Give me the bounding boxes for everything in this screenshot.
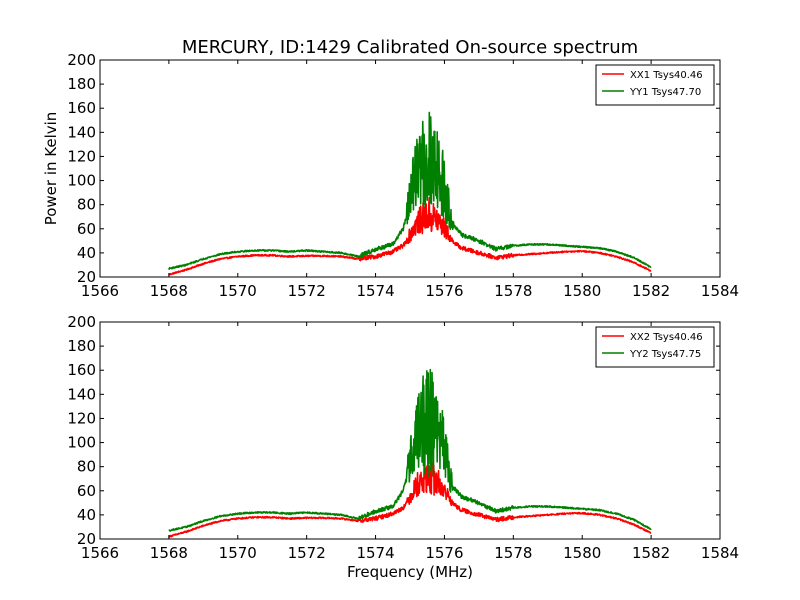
x-tick-label: 1572 [288, 544, 326, 562]
bottom-spectrum-panel: 1566 1568 1570 1572 1574 1576 1578 1580 1582 1584… [67, 313, 739, 581]
x-tick-label: 1570 [219, 544, 257, 562]
x-tick-label: 1578 [494, 282, 532, 300]
x-tick-label: 1566 [81, 282, 119, 300]
plot-area [168, 111, 652, 276]
y-tick-label: 20 [77, 268, 96, 286]
legend-entry: YY1 Tsys47.70 [629, 87, 701, 98]
y-tick-label: 140 [67, 385, 96, 403]
x-tick-label: 1582 [632, 544, 670, 562]
legend-box [595, 64, 715, 106]
y-tick-label: 100 [67, 434, 96, 452]
y-tick-label: 80 [77, 196, 96, 214]
y-tick-label: 160 [67, 99, 96, 117]
legend: XX1 Tsys40.46 YY1 Tsys47.70 [595, 64, 715, 106]
chart-title: MERCURY, ID:1429 Calibrated On-source sp… [182, 37, 638, 58]
x-axis-label: Frequency (MHz) [347, 563, 473, 581]
y-tick-label: 160 [67, 361, 96, 379]
x-tick-label: 1582 [632, 282, 670, 300]
y-tick-label: 120 [67, 147, 96, 165]
x-tick-label: 1576 [425, 282, 463, 300]
y-tick-label: 20 [77, 530, 96, 548]
y-tick-label: 140 [67, 123, 96, 141]
x-tick-label: 1570 [219, 282, 257, 300]
y-tick-label: 200 [67, 313, 96, 331]
x-tick-label: 1578 [494, 544, 532, 562]
plot-area [168, 368, 652, 539]
x-tick-label: 1576 [425, 544, 463, 562]
series-line-xx2 [168, 461, 652, 539]
y-tick-label: 80 [77, 458, 96, 476]
y-tick-label: 120 [67, 409, 96, 427]
x-tick-label: 1574 [356, 282, 394, 300]
y-tick-label: 60 [77, 220, 96, 238]
x-tick-label: 1572 [288, 282, 326, 300]
legend-box [595, 326, 715, 368]
y-tick-label: 200 [67, 51, 96, 69]
series-line-yy1 [168, 111, 652, 270]
x-tick-label: 1574 [356, 544, 394, 562]
top-spectrum-panel: 1566 1568 1570 1572 1574 1576 1578 1580 1582 1584… [42, 37, 739, 300]
y-axis-label: Power in Kelvin [42, 112, 60, 226]
x-tick-label: 1568 [150, 544, 188, 562]
series-line-yy2 [168, 368, 652, 532]
x-tick-label: 1584 [701, 282, 739, 300]
legend: XX2 Tsys40.46 YY2 Tsys47.75 [595, 326, 715, 368]
y-tick-label: 40 [77, 506, 96, 524]
series-line-xx1 [168, 196, 652, 276]
x-tick-label: 1584 [701, 544, 739, 562]
legend-entry: XX2 Tsys40.46 [630, 332, 703, 343]
x-tick-label: 1566 [81, 544, 119, 562]
y-tick-label: 40 [77, 244, 96, 262]
y-tick-label: 60 [77, 482, 96, 500]
x-tick-label: 1568 [150, 282, 188, 300]
y-tick-label: 180 [67, 75, 96, 93]
y-tick-label: 180 [67, 337, 96, 355]
axes-frame [99, 59, 721, 278]
legend-entry: XX1 Tsys40.46 [630, 70, 703, 81]
y-tick-label: 100 [67, 172, 96, 190]
legend-entry: YY2 Tsys47.75 [629, 349, 701, 360]
axes-frame [99, 321, 721, 540]
x-tick-label: 1580 [563, 282, 601, 300]
x-tick-label: 1580 [563, 544, 601, 562]
